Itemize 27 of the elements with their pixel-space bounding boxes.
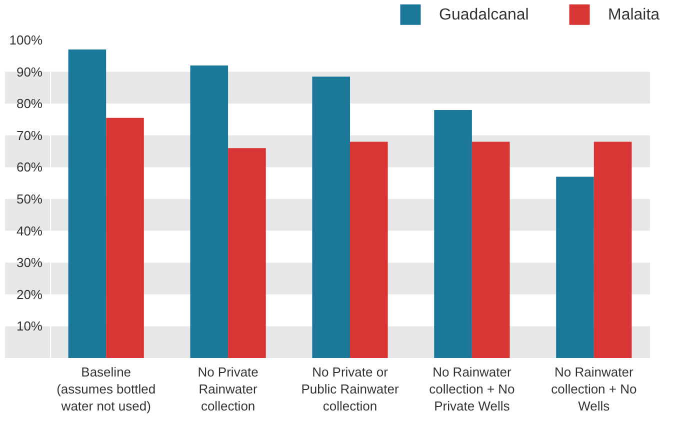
y-tick-label: 30% (16, 255, 43, 270)
x-tick-label: No Rainwater collection + No Private Wells (429, 364, 515, 414)
y-tick-label: 90% (16, 64, 43, 80)
y-tick-label: 40% (16, 223, 43, 238)
bar (228, 148, 266, 358)
y-tick-label: 50% (16, 192, 43, 206)
y-tick-label: 60% (16, 160, 43, 175)
x-tick-label: Baseline (assumes bottled water not used) (56, 364, 156, 414)
bar (434, 110, 472, 358)
bar (472, 142, 510, 358)
bar (556, 176, 594, 358)
legend-label: Malaita (608, 6, 660, 24)
y-tick-label: 100% (9, 32, 43, 48)
bar (312, 76, 350, 358)
y-tick-label: 70% (16, 128, 43, 143)
x-tick-label: No Rainwater collection + No Wells (551, 364, 637, 414)
bar (68, 50, 106, 358)
legend-label: Guadalcanal (439, 6, 529, 24)
x-tick-label: No Private or Public Rainwater collection (301, 364, 400, 414)
y-tick-label: 10% (16, 318, 43, 334)
y-tick-label: 20% (16, 286, 43, 302)
bar (594, 142, 632, 358)
bar (190, 65, 228, 358)
y-tick-label: 80% (16, 96, 43, 112)
bar (350, 142, 388, 358)
x-tick-label: No Private Rainwater collection (198, 364, 258, 414)
bar (106, 118, 144, 358)
